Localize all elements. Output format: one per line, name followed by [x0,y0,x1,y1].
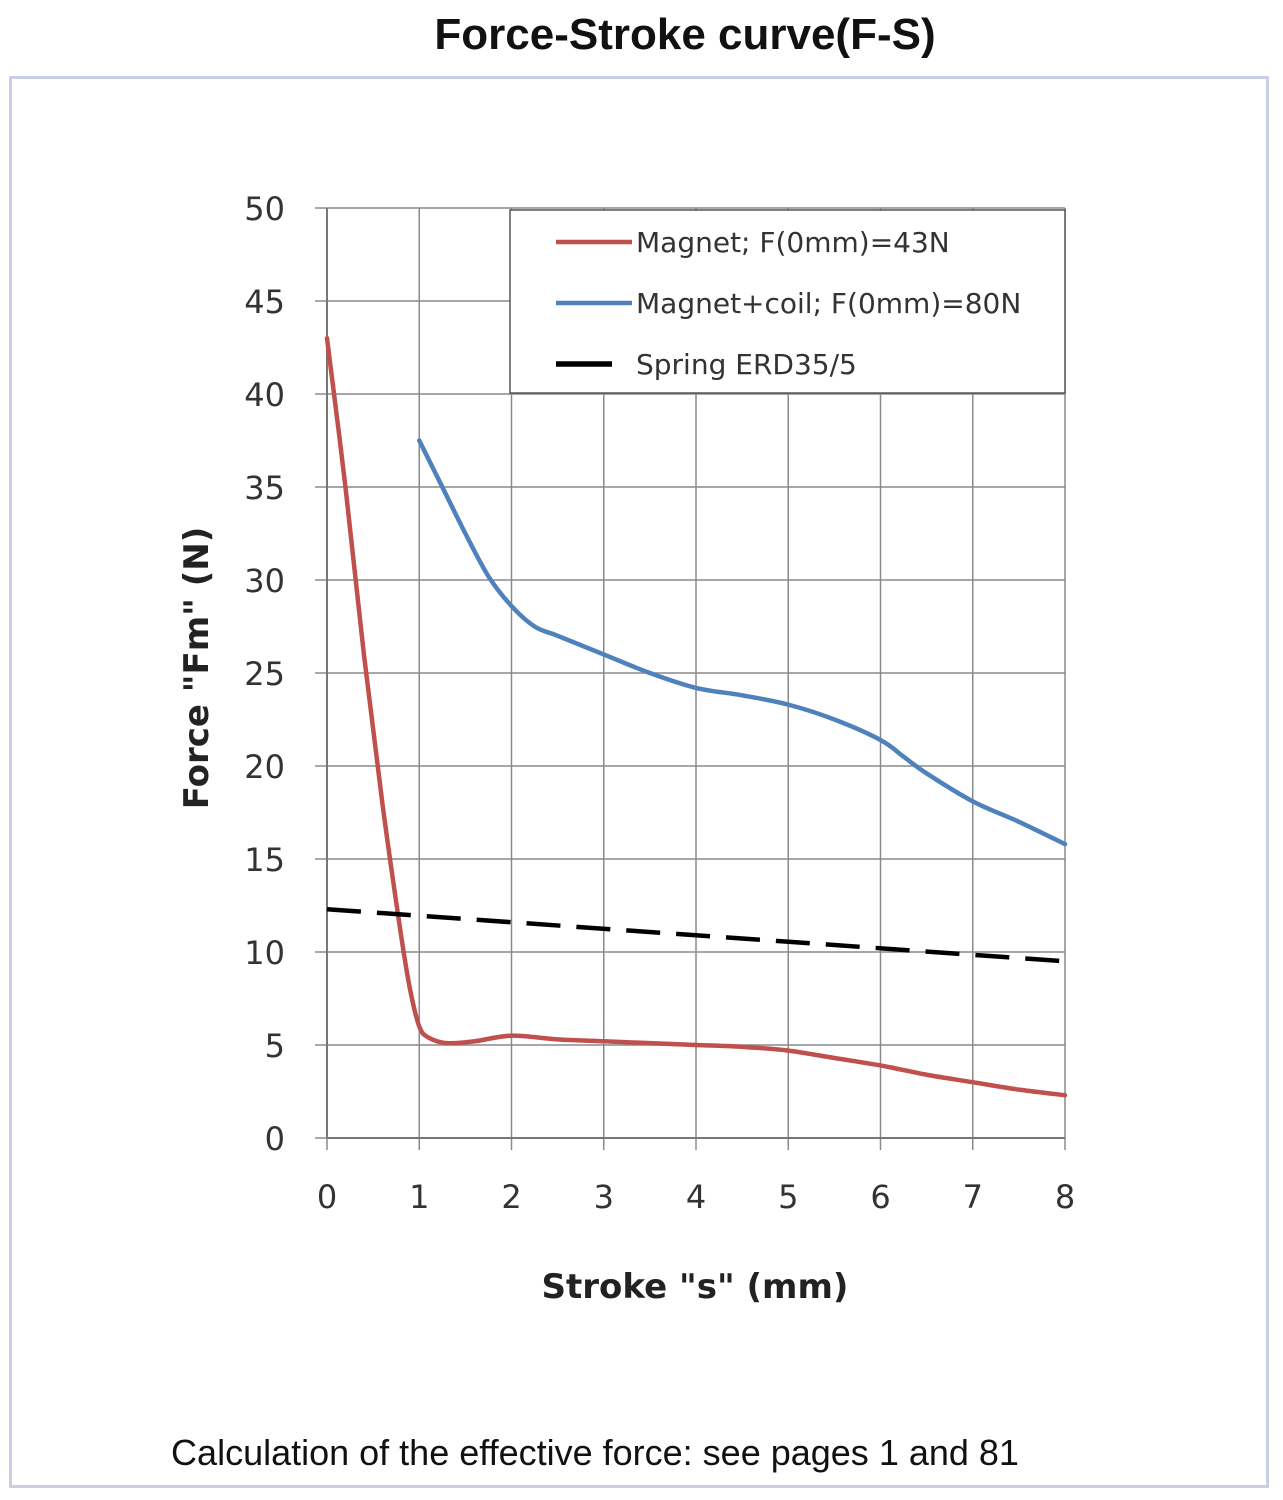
y-tick-label: 20 [244,748,285,786]
series-line-magnet [324,335,1068,1098]
x-axis-label: Stroke "s" (mm) [542,1267,849,1307]
series-lines [324,335,1068,1098]
y-tick-label: 40 [244,376,285,414]
y-tick-label: 30 [244,562,285,600]
y-tick-label: 0 [265,1120,285,1158]
x-tick-label: 4 [686,1178,706,1216]
y-axis-label: Force "Fm" (N) [177,527,217,809]
series-line-spring [326,906,1066,964]
series-line-magnet-coil [417,438,1068,847]
y-tick-label: 50 [244,190,285,228]
x-tick-label: 2 [501,1178,521,1216]
y-tick-label: 25 [244,655,285,693]
x-tick-label: 5 [778,1178,798,1216]
legend-label: Magnet; F(0mm)=43N [636,226,950,259]
x-tick-label: 8 [1055,1178,1075,1216]
x-tick-label: 7 [963,1178,983,1216]
x-tick-label: 0 [317,1178,337,1216]
y-tick-label: 45 [244,283,285,321]
legend-label: Spring ERD35/5 [636,348,857,381]
page-title: Force-Stroke curve(F-S) [434,10,936,59]
y-tick-label: 15 [244,841,285,879]
y-tick-label: 5 [265,1027,285,1065]
x-tick-label: 3 [594,1178,614,1216]
y-tick-label: 10 [244,934,285,972]
y-tick-labels: 0 5 10 15 20 25 30 35 40 45 50 [244,190,285,1158]
x-tick-label: 1 [409,1178,429,1216]
footer-note: Calculation of the effective force: see … [171,1432,1019,1473]
legend-label: Magnet+coil; F(0mm)=80N [636,287,1021,320]
legend: Magnet; F(0mm)=43N Magnet+coil; F(0mm)=80… [509,209,1066,394]
x-tick-labels: 0 1 2 3 4 5 6 7 8 [317,1178,1075,1216]
plot-axes [315,207,1066,1150]
x-tick-label: 6 [870,1178,890,1216]
y-tick-label: 35 [244,469,285,507]
